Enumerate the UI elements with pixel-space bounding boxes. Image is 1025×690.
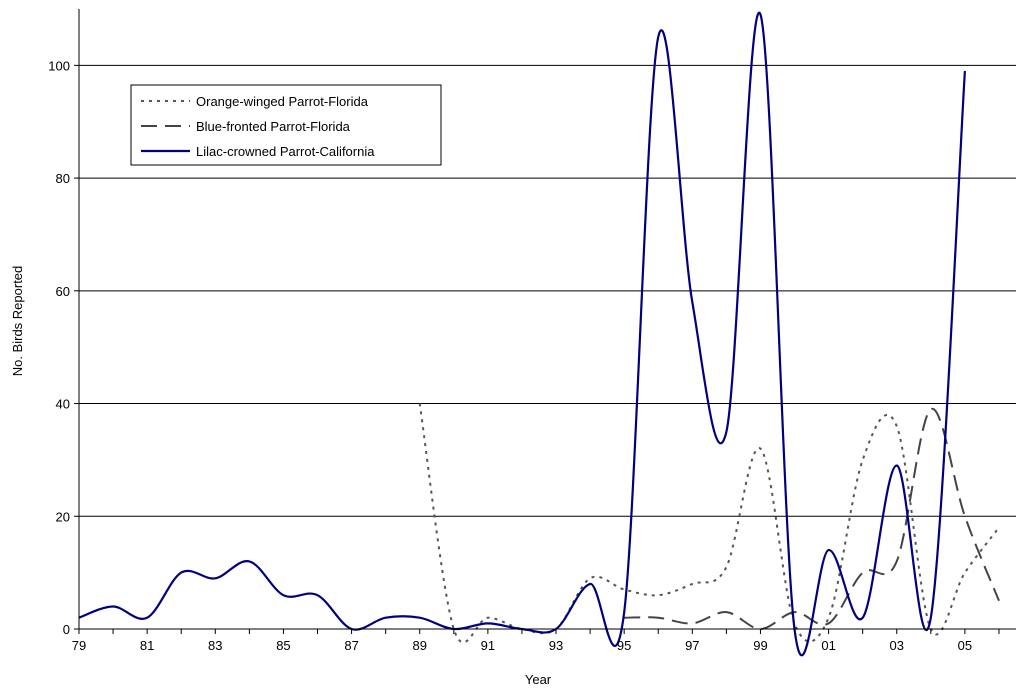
y-tick-labels: 0 20 40 60 80 100	[48, 58, 79, 637]
series-lines	[78, 11, 1000, 657]
x-tick-label-81: 81	[140, 638, 154, 653]
x-tick-labels: 79 81 83 85 87 89 91 93 95 97 99 01 03 05	[72, 629, 1000, 653]
y-tick-label-100: 100	[48, 58, 70, 73]
y-tick-label-80: 80	[56, 171, 70, 186]
x-axis-title: Year	[525, 672, 552, 687]
legend-label-0: Orange-winged Parrot-Florida	[196, 94, 369, 109]
y-axis-title: No. Birds Reported	[10, 266, 25, 377]
series-line-1	[624, 408, 1000, 630]
series-line-2	[78, 11, 966, 657]
x-tick-label-05: 05	[958, 638, 972, 653]
x-tick-label-97: 97	[685, 638, 699, 653]
y-tick-label-60: 60	[56, 284, 70, 299]
x-tick-label-99: 99	[753, 638, 767, 653]
legend-label-2: Lilac-crowned Parrot-California	[196, 144, 375, 159]
axes	[78, 9, 1016, 630]
x-tick-label-01: 01	[821, 638, 835, 653]
x-tick-label-83: 83	[208, 638, 222, 653]
y-tick-label-40: 40	[56, 397, 70, 412]
x-tick-label-03: 03	[890, 638, 904, 653]
x-tick-label-87: 87	[344, 638, 358, 653]
legend: Orange-winged Parrot-Florida Blue-fronted…	[130, 84, 442, 166]
y-tick-label-0: 0	[63, 622, 70, 637]
x-tick-label-91: 91	[481, 638, 495, 653]
x-tick-label-93: 93	[549, 638, 563, 653]
x-tick-label-89: 89	[412, 638, 426, 653]
x-tick-label-95: 95	[617, 638, 631, 653]
y-tick-label-20: 20	[56, 509, 70, 524]
legend-label-1: Blue-fronted Parrot-Florida	[196, 119, 351, 134]
x-tick-label-79: 79	[72, 638, 86, 653]
x-tick-label-85: 85	[276, 638, 290, 653]
gridlines	[79, 64, 1016, 517]
